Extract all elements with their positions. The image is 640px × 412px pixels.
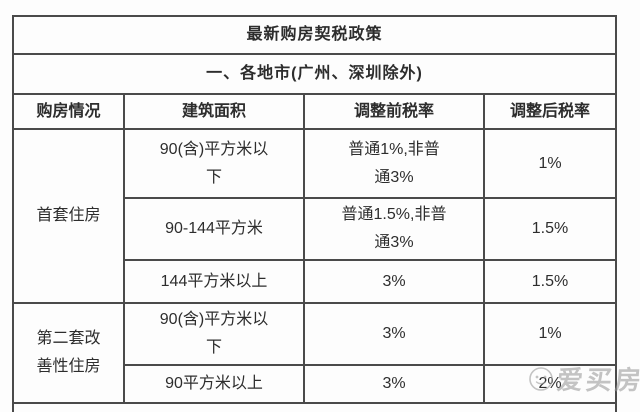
col-header-rate-before: 调整前税率 xyxy=(303,93,485,130)
cell-rate-before: 3% xyxy=(303,259,485,304)
cell-rate-after: 1% xyxy=(482,302,618,366)
cell-area: 90平方米以上 xyxy=(123,364,305,404)
cell-area: 144平方米以上 xyxy=(123,259,305,304)
col-header-building-area: 建筑面积 xyxy=(123,93,305,130)
cell-rate-after: 1% xyxy=(482,128,618,199)
cell-rate-before: 3% xyxy=(303,302,485,366)
cell-rate-after: 2% xyxy=(482,364,618,404)
table-row: 90平方米以上 3% 2% xyxy=(13,364,618,404)
group-label-first-home: 首套住房 xyxy=(12,128,125,304)
table-row: 首套住房 90(含)平方米以 下 普通1%,非普 通3% 1% xyxy=(12,128,618,304)
section-header: 一、各地市(广州、深圳除外) xyxy=(11,53,618,95)
cell-area: 90-144平方米 xyxy=(123,197,305,261)
cell-rate-before: 普通1%,非普 通3% xyxy=(303,128,485,199)
col-header-rate-after: 调整后税率 xyxy=(482,93,618,130)
deed-tax-policy-table: 最新购房契税政策 一、各地市(广州、深圳除外) 购房情况 建筑面积 调整前税率 … xyxy=(11,15,618,412)
table-row-cutoff xyxy=(11,402,618,412)
table-row: 144平方米以上 3% 1.5% xyxy=(13,259,618,304)
col-header-purchase-type: 购房情况 xyxy=(12,93,125,130)
cell-area: 90(含)平方米以 下 xyxy=(123,302,305,366)
table-row: 90-144平方米 普通1.5%,非普 通3% 1.5% xyxy=(13,197,618,261)
cell-rate-after: 1.5% xyxy=(482,197,618,261)
table-title: 最新购房契税政策 xyxy=(11,15,618,55)
cell-rate-after: 1.5% xyxy=(482,259,618,304)
table-row: 第二套改 善性住房 90(含)平方米以 下 3% 1% xyxy=(12,302,618,404)
group-label-second-home: 第二套改 善性住房 xyxy=(12,302,125,404)
cutoff-empty-cell xyxy=(11,402,618,412)
cell-rate-before: 3% xyxy=(303,364,485,404)
cell-area: 90(含)平方米以 下 xyxy=(123,128,305,199)
cell-rate-before: 普通1.5%,非普 通3% xyxy=(303,197,485,261)
